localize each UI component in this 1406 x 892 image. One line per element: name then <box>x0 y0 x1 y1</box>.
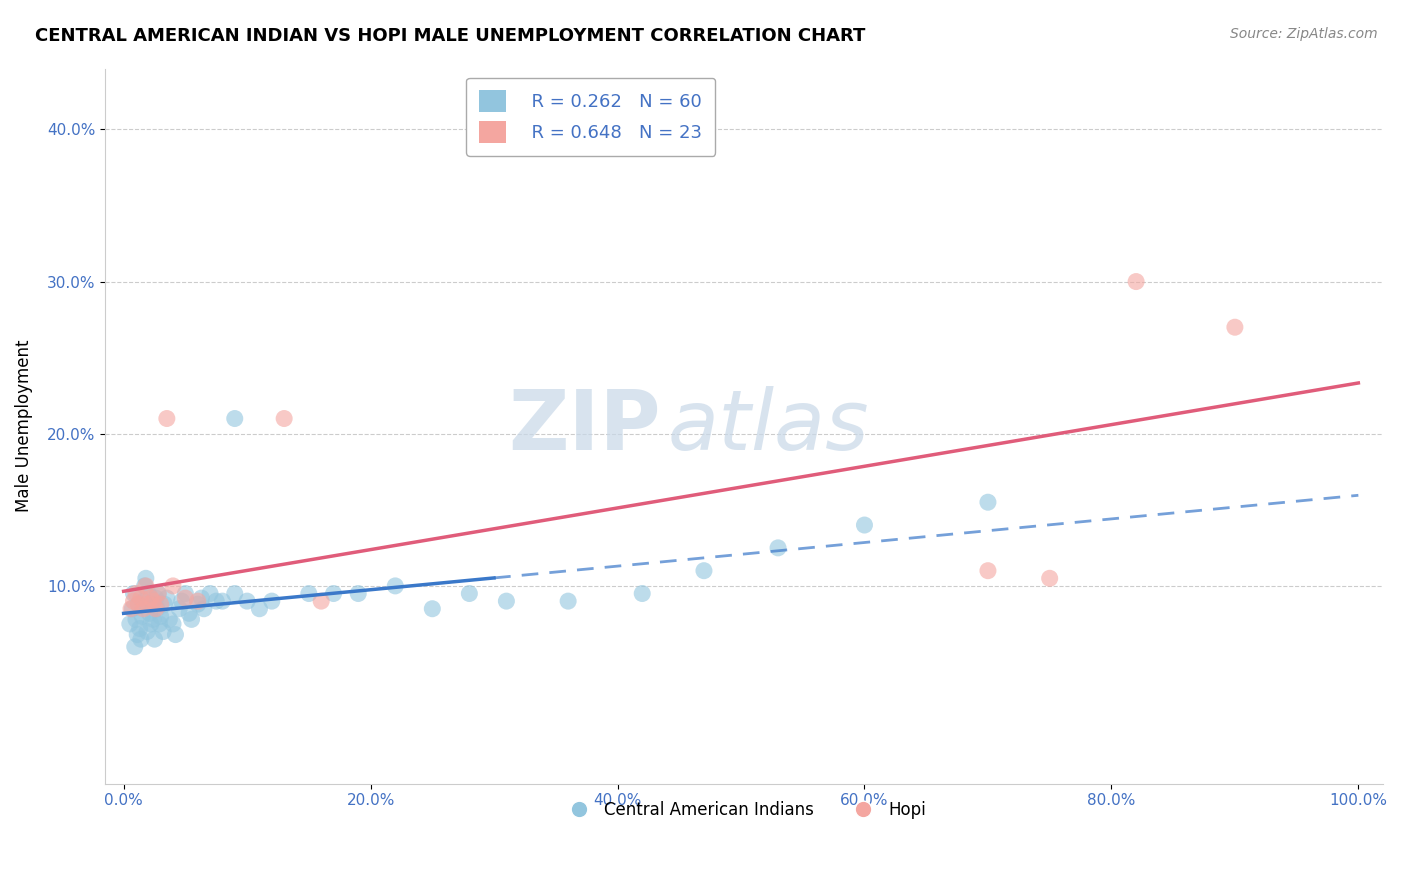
Point <box>125 586 148 600</box>
Point <box>190 591 212 605</box>
Point <box>148 586 170 600</box>
Point <box>249 601 271 615</box>
Point <box>322 586 344 600</box>
Point <box>224 586 246 600</box>
Text: ZIP: ZIP <box>509 385 661 467</box>
Y-axis label: Male Unemployment: Male Unemployment <box>15 340 32 512</box>
Point <box>977 564 1000 578</box>
Point <box>347 586 370 600</box>
Point <box>142 612 165 626</box>
Legend: Central American Indians, Hopi: Central American Indians, Hopi <box>555 794 934 825</box>
Point <box>853 518 876 533</box>
Point <box>187 594 209 608</box>
Point <box>152 624 174 639</box>
Point <box>121 601 143 615</box>
Point <box>193 601 215 615</box>
Point <box>141 597 163 611</box>
Point <box>135 579 157 593</box>
Point <box>977 495 1000 509</box>
Point <box>298 586 321 600</box>
Point <box>127 597 149 611</box>
Point <box>135 571 157 585</box>
Text: atlas: atlas <box>668 385 869 467</box>
Point <box>145 591 167 605</box>
Point <box>149 597 172 611</box>
Point <box>1039 571 1062 585</box>
Point <box>165 627 187 641</box>
Point <box>198 586 221 600</box>
Point <box>177 607 200 621</box>
Point <box>205 594 228 608</box>
Point <box>162 579 184 593</box>
Point <box>148 586 170 600</box>
Point <box>127 597 149 611</box>
Point <box>132 601 155 615</box>
Point <box>170 594 193 608</box>
Point <box>156 591 179 605</box>
Point <box>122 586 145 600</box>
Text: Source: ZipAtlas.com: Source: ZipAtlas.com <box>1230 27 1378 41</box>
Point <box>211 594 233 608</box>
Point <box>125 612 148 626</box>
Point <box>236 594 259 608</box>
Point <box>139 616 162 631</box>
Point <box>187 597 209 611</box>
Point <box>118 616 141 631</box>
Point <box>127 627 149 641</box>
Point <box>143 632 166 647</box>
Point <box>146 601 169 615</box>
Point <box>766 541 789 555</box>
Point <box>136 586 159 600</box>
Point <box>224 411 246 425</box>
Point <box>384 579 406 593</box>
Point <box>134 579 156 593</box>
Point <box>162 616 184 631</box>
Point <box>122 594 145 608</box>
Point <box>458 586 481 600</box>
Point <box>124 640 146 654</box>
Point <box>174 591 197 605</box>
Point <box>136 597 159 611</box>
Point <box>1125 275 1147 289</box>
Point <box>157 612 180 626</box>
Point <box>1223 320 1246 334</box>
Point <box>557 594 579 608</box>
Point <box>273 411 295 425</box>
Point <box>167 601 190 615</box>
Point <box>149 609 172 624</box>
Point <box>148 616 170 631</box>
Point <box>129 591 152 605</box>
Point <box>174 586 197 600</box>
Point <box>142 594 165 608</box>
Point <box>139 591 162 605</box>
Point <box>132 594 155 608</box>
Point <box>128 622 150 636</box>
Point <box>153 597 176 611</box>
Point <box>260 594 283 608</box>
Point <box>420 601 443 615</box>
Point <box>180 612 202 626</box>
Point <box>156 411 179 425</box>
Point <box>129 632 152 647</box>
Point <box>631 586 654 600</box>
Point <box>495 594 517 608</box>
Point <box>138 607 160 621</box>
Point <box>309 594 332 608</box>
Point <box>136 624 159 639</box>
Point <box>145 601 167 615</box>
Point <box>693 564 716 578</box>
Text: CENTRAL AMERICAN INDIAN VS HOPI MALE UNEMPLOYMENT CORRELATION CHART: CENTRAL AMERICAN INDIAN VS HOPI MALE UNE… <box>35 27 866 45</box>
Point <box>120 601 142 615</box>
Point <box>131 609 153 624</box>
